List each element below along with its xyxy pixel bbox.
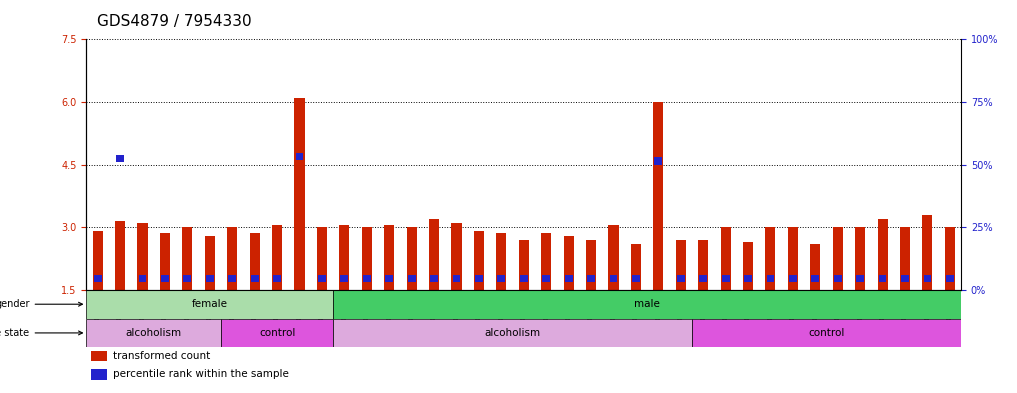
Bar — [631, 244, 641, 290]
Bar — [541, 233, 551, 290]
Bar — [720, 227, 730, 290]
Bar — [698, 240, 708, 290]
Bar — [767, 275, 774, 282]
Bar — [519, 240, 529, 290]
Bar — [115, 221, 125, 290]
Bar — [86, 290, 334, 319]
Bar — [497, 275, 505, 282]
Bar — [900, 227, 910, 290]
Bar — [878, 219, 888, 290]
Bar — [91, 351, 107, 361]
Bar — [945, 227, 955, 290]
Bar — [632, 275, 640, 282]
Bar — [811, 244, 821, 290]
Bar — [856, 275, 864, 282]
Bar — [161, 275, 169, 282]
Bar — [363, 275, 370, 282]
Bar — [429, 219, 439, 290]
Bar — [340, 225, 350, 290]
Text: female: female — [192, 299, 228, 309]
Bar — [453, 275, 461, 282]
Bar — [318, 275, 325, 282]
Bar — [93, 231, 103, 290]
Bar — [923, 275, 932, 282]
Bar — [295, 98, 304, 290]
Bar — [362, 227, 372, 290]
Bar — [675, 240, 685, 290]
Bar — [227, 227, 237, 290]
Bar — [496, 233, 506, 290]
Text: control: control — [809, 328, 845, 338]
Text: control: control — [259, 328, 295, 338]
Bar — [334, 319, 692, 347]
Bar — [520, 275, 528, 282]
Bar — [922, 215, 933, 290]
Bar — [385, 275, 394, 282]
Bar — [608, 225, 618, 290]
Bar — [700, 275, 707, 282]
Bar — [563, 235, 574, 290]
Bar — [407, 227, 417, 290]
Bar — [317, 227, 327, 290]
Text: male: male — [635, 299, 660, 309]
Text: percentile rank within the sample: percentile rank within the sample — [113, 369, 289, 379]
Bar — [274, 275, 281, 282]
Bar — [789, 275, 796, 282]
Bar — [586, 240, 596, 290]
Bar — [452, 223, 462, 290]
Bar — [475, 275, 483, 282]
Bar — [743, 242, 753, 290]
Bar — [542, 275, 550, 282]
Bar — [855, 227, 865, 290]
Bar — [249, 233, 259, 290]
Bar — [138, 275, 146, 282]
Bar — [205, 275, 214, 282]
Bar — [272, 225, 282, 290]
Bar — [474, 231, 484, 290]
Bar — [228, 275, 236, 282]
Bar — [654, 157, 662, 165]
Bar — [834, 275, 842, 282]
Bar — [722, 275, 729, 282]
Text: disease state: disease state — [0, 328, 82, 338]
Bar — [221, 319, 334, 347]
Text: gender: gender — [0, 299, 82, 309]
Bar — [137, 223, 147, 290]
Bar — [182, 227, 192, 290]
Bar — [334, 290, 961, 319]
Bar — [692, 319, 961, 347]
Bar — [653, 102, 663, 290]
Bar — [812, 275, 820, 282]
Bar — [879, 275, 887, 282]
Bar — [609, 275, 617, 282]
Bar — [116, 155, 124, 162]
Bar — [296, 153, 303, 160]
Bar — [766, 227, 776, 290]
Text: alcoholism: alcoholism — [484, 328, 541, 338]
Text: alcoholism: alcoholism — [126, 328, 182, 338]
Text: GDS4879 / 7954330: GDS4879 / 7954330 — [97, 15, 251, 29]
Bar — [251, 275, 258, 282]
Bar — [91, 369, 107, 380]
Bar — [587, 275, 595, 282]
Bar — [183, 275, 191, 282]
Bar — [564, 275, 573, 282]
Bar — [901, 275, 909, 282]
Bar — [341, 275, 348, 282]
Bar — [833, 227, 843, 290]
Bar — [946, 275, 954, 282]
Bar — [94, 275, 102, 282]
Bar — [430, 275, 438, 282]
Bar — [788, 227, 798, 290]
Bar — [160, 233, 170, 290]
Bar — [86, 319, 221, 347]
Text: transformed count: transformed count — [113, 351, 210, 361]
Bar — [744, 275, 752, 282]
Bar — [408, 275, 416, 282]
Bar — [204, 235, 215, 290]
Bar — [676, 275, 684, 282]
Bar — [384, 225, 395, 290]
